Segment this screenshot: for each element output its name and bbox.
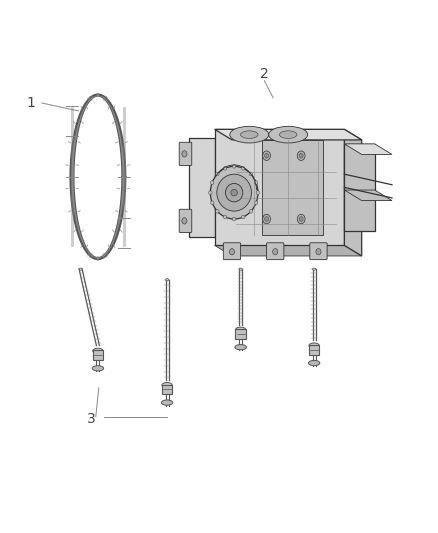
Ellipse shape <box>297 214 305 224</box>
Ellipse shape <box>239 268 242 270</box>
Ellipse shape <box>210 181 214 184</box>
Ellipse shape <box>230 248 235 255</box>
Ellipse shape <box>93 348 103 353</box>
Ellipse shape <box>272 248 278 255</box>
Ellipse shape <box>230 126 269 143</box>
Ellipse shape <box>235 344 246 350</box>
FancyBboxPatch shape <box>179 209 192 232</box>
Ellipse shape <box>241 215 245 219</box>
Text: 1: 1 <box>26 96 35 110</box>
Bar <box>189 138 215 237</box>
FancyBboxPatch shape <box>310 243 327 260</box>
Ellipse shape <box>279 131 297 139</box>
FancyBboxPatch shape <box>236 329 246 339</box>
Polygon shape <box>344 144 392 155</box>
Ellipse shape <box>210 201 214 205</box>
Ellipse shape <box>236 327 246 333</box>
Ellipse shape <box>161 400 173 405</box>
Ellipse shape <box>269 126 307 143</box>
Ellipse shape <box>215 172 219 176</box>
Polygon shape <box>215 245 362 256</box>
Ellipse shape <box>254 201 258 205</box>
FancyBboxPatch shape <box>262 140 323 235</box>
Ellipse shape <box>254 181 258 184</box>
Text: 2: 2 <box>260 67 269 81</box>
Ellipse shape <box>265 154 268 158</box>
Bar <box>215 130 344 245</box>
Ellipse shape <box>241 166 245 170</box>
Ellipse shape <box>299 216 303 221</box>
Ellipse shape <box>263 151 270 160</box>
Ellipse shape <box>265 216 268 221</box>
Ellipse shape <box>208 191 212 195</box>
Ellipse shape <box>249 209 253 213</box>
Ellipse shape <box>309 343 319 348</box>
FancyBboxPatch shape <box>162 385 172 394</box>
Ellipse shape <box>316 248 321 255</box>
Ellipse shape <box>210 166 258 219</box>
Polygon shape <box>344 130 362 256</box>
Polygon shape <box>215 130 362 140</box>
Ellipse shape <box>223 215 227 219</box>
Text: 3: 3 <box>87 413 96 426</box>
Ellipse shape <box>162 383 172 388</box>
FancyBboxPatch shape <box>93 350 103 360</box>
Ellipse shape <box>182 151 187 157</box>
Bar <box>344 144 374 231</box>
Ellipse shape <box>223 166 227 170</box>
Ellipse shape <box>226 183 243 202</box>
Ellipse shape <box>308 360 320 366</box>
Ellipse shape <box>79 268 82 270</box>
Ellipse shape <box>313 268 316 270</box>
Ellipse shape <box>182 217 187 224</box>
Ellipse shape <box>231 189 237 196</box>
Ellipse shape <box>297 151 305 160</box>
Ellipse shape <box>166 279 169 281</box>
Ellipse shape <box>215 209 219 213</box>
FancyBboxPatch shape <box>309 345 319 354</box>
Ellipse shape <box>240 131 258 139</box>
FancyBboxPatch shape <box>267 243 284 260</box>
FancyBboxPatch shape <box>179 142 192 165</box>
Ellipse shape <box>233 217 236 221</box>
FancyBboxPatch shape <box>223 243 240 260</box>
Polygon shape <box>344 190 392 200</box>
Ellipse shape <box>217 174 251 211</box>
Ellipse shape <box>263 214 270 224</box>
Ellipse shape <box>256 191 260 195</box>
Ellipse shape <box>249 172 253 176</box>
Ellipse shape <box>233 165 236 168</box>
Ellipse shape <box>299 154 303 158</box>
Ellipse shape <box>92 366 104 371</box>
